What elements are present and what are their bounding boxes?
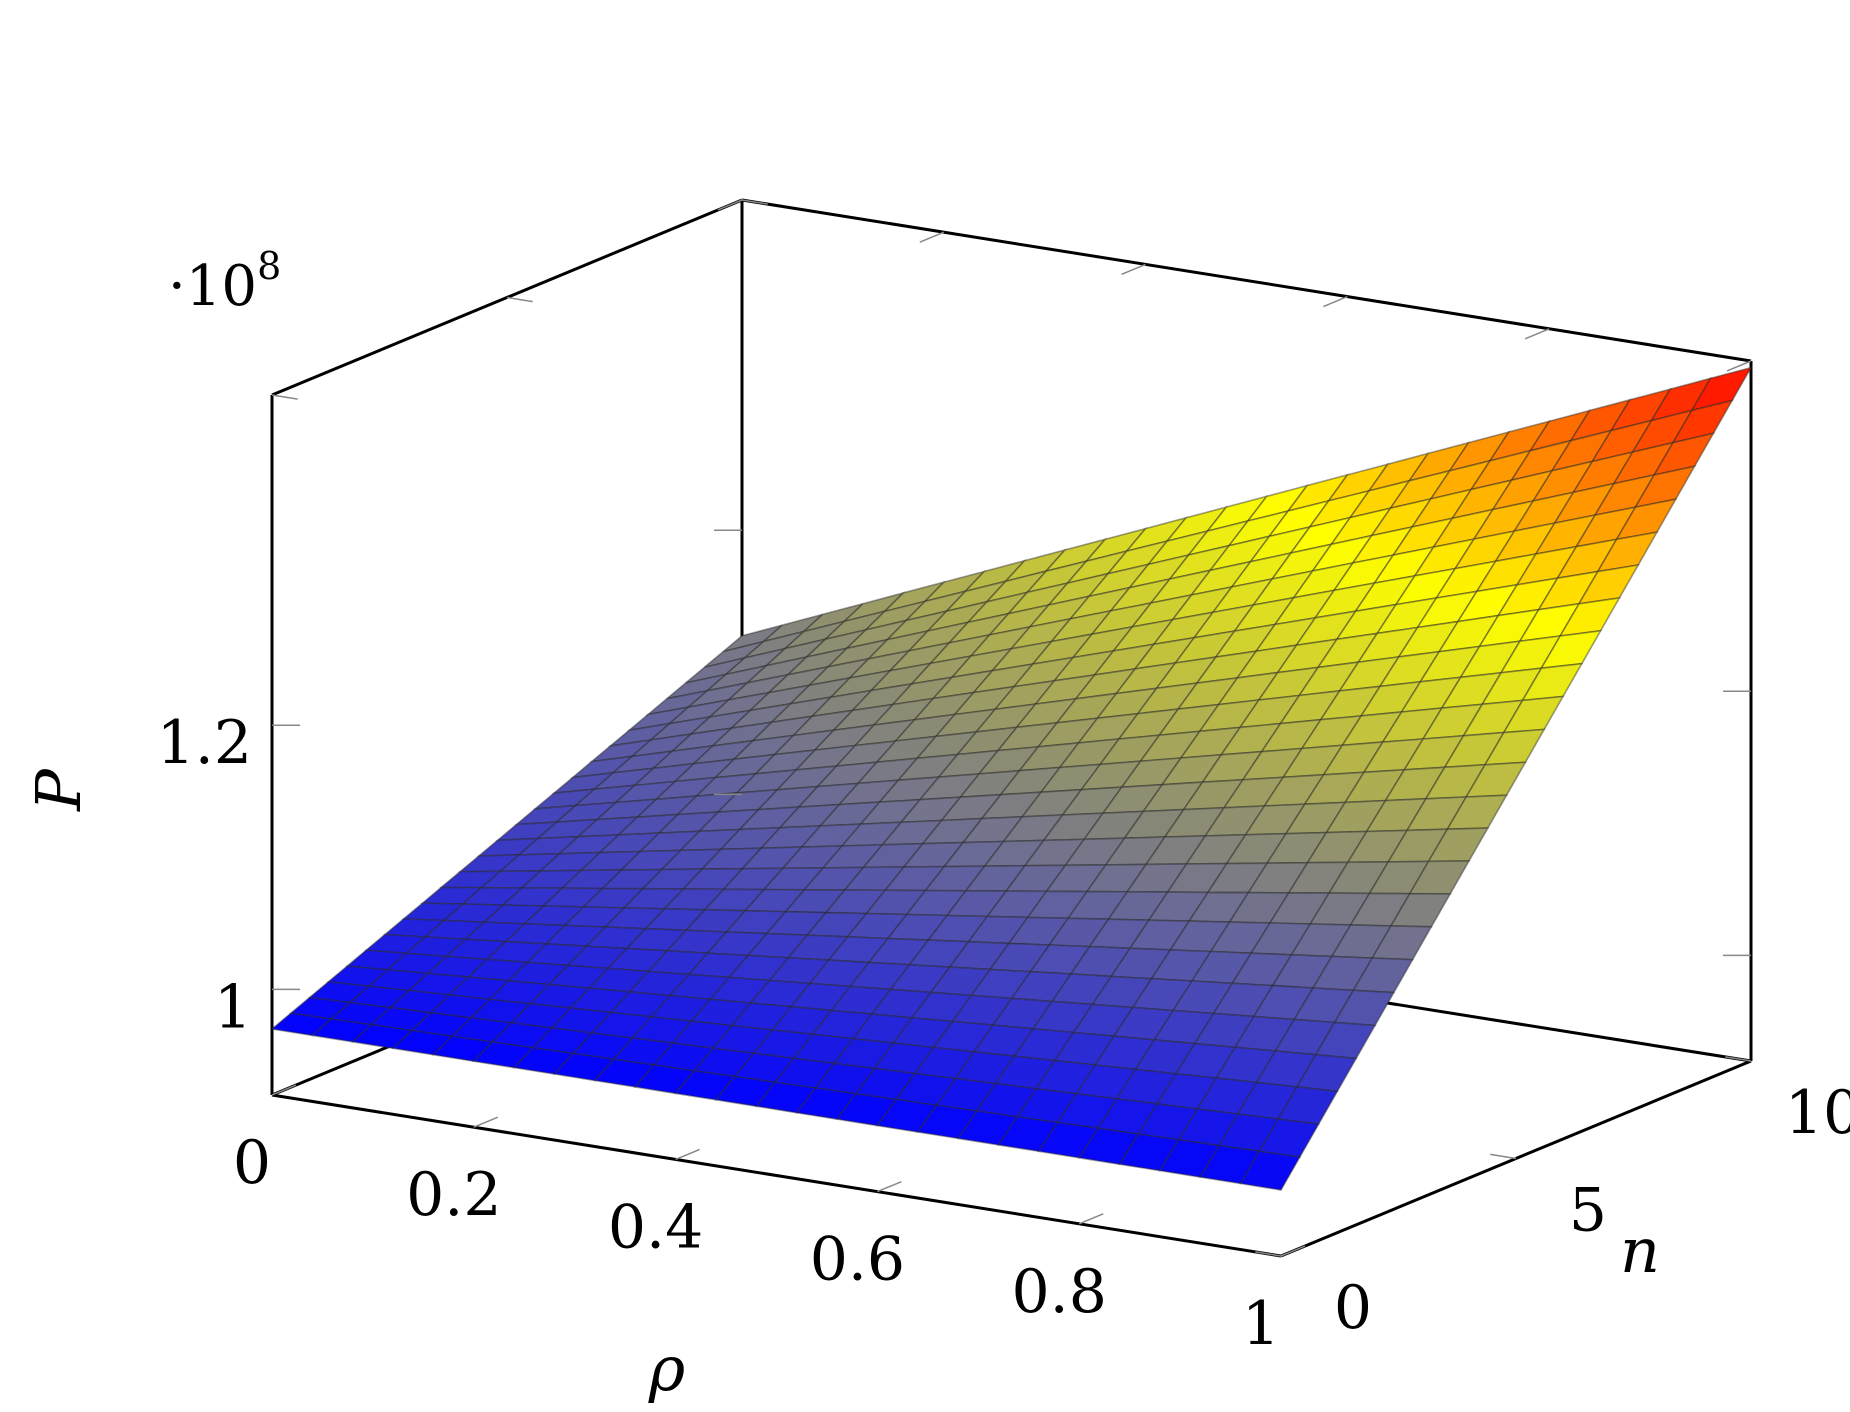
axis-tick: [506, 296, 533, 303]
surface-cell: [1258, 1118, 1320, 1158]
axis-tick: [271, 394, 298, 400]
axis-tick: [1280, 1245, 1306, 1257]
axis-tick: [717, 199, 743, 211]
axis-tick: [1078, 1213, 1104, 1225]
x-tick-label: 0.2: [406, 1160, 501, 1230]
surface-cell: [1633, 465, 1697, 509]
y-axis-label: n: [1620, 1214, 1660, 1287]
axis-tick: [1725, 1056, 1752, 1062]
y-tick-label: 10: [1785, 1078, 1850, 1148]
axis-tick: [1323, 295, 1348, 308]
axis-tick: [675, 1148, 700, 1161]
z-multiplier-exponent: 8: [257, 244, 281, 288]
axis-tick: [1121, 263, 1146, 276]
axis-tick: [1726, 360, 1752, 372]
z-axis-label: P: [22, 768, 95, 812]
surface-cell: [1483, 728, 1546, 766]
axis-tick: [473, 1116, 499, 1128]
surface-cell: [1464, 761, 1527, 798]
z-tick-label: 1: [214, 972, 252, 1042]
surface-cell: [1502, 695, 1565, 734]
surface-cell: [1521, 662, 1584, 702]
axis-box-edge: [271, 1093, 1282, 1258]
x-tick-label: 0.8: [1011, 1257, 1106, 1327]
x-tick-label: 0.4: [608, 1192, 703, 1262]
y-tick-label: 5: [1569, 1176, 1607, 1246]
y-tick-label: 0: [1334, 1273, 1372, 1343]
axis-tick: [1524, 328, 1550, 340]
surface-plot: [270, 366, 1753, 1191]
x-axis-label: ρ: [648, 1332, 685, 1405]
axis-tick: [271, 1084, 297, 1096]
x-tick-label: 0.6: [810, 1225, 905, 1295]
axis-ticks: [271, 199, 1752, 1257]
axis-tick: [877, 1180, 902, 1193]
surface-cell: [1314, 1021, 1377, 1060]
surface-cell: [1239, 1150, 1302, 1191]
surface-cell: [1652, 432, 1716, 477]
axis-tick: [919, 231, 945, 243]
axis-tick: [741, 199, 768, 205]
z-multiplier: ·108: [168, 244, 281, 319]
z-tick-label: 1.2: [157, 708, 252, 778]
x-tick-label: 0: [233, 1128, 271, 1198]
axis-tick: [1255, 1251, 1282, 1257]
x-tick-label: 1: [1242, 1289, 1280, 1359]
z-multiplier-base: ·10: [168, 254, 257, 319]
axis-box-edge: [741, 198, 1752, 363]
axis-tick: [1490, 1153, 1517, 1160]
